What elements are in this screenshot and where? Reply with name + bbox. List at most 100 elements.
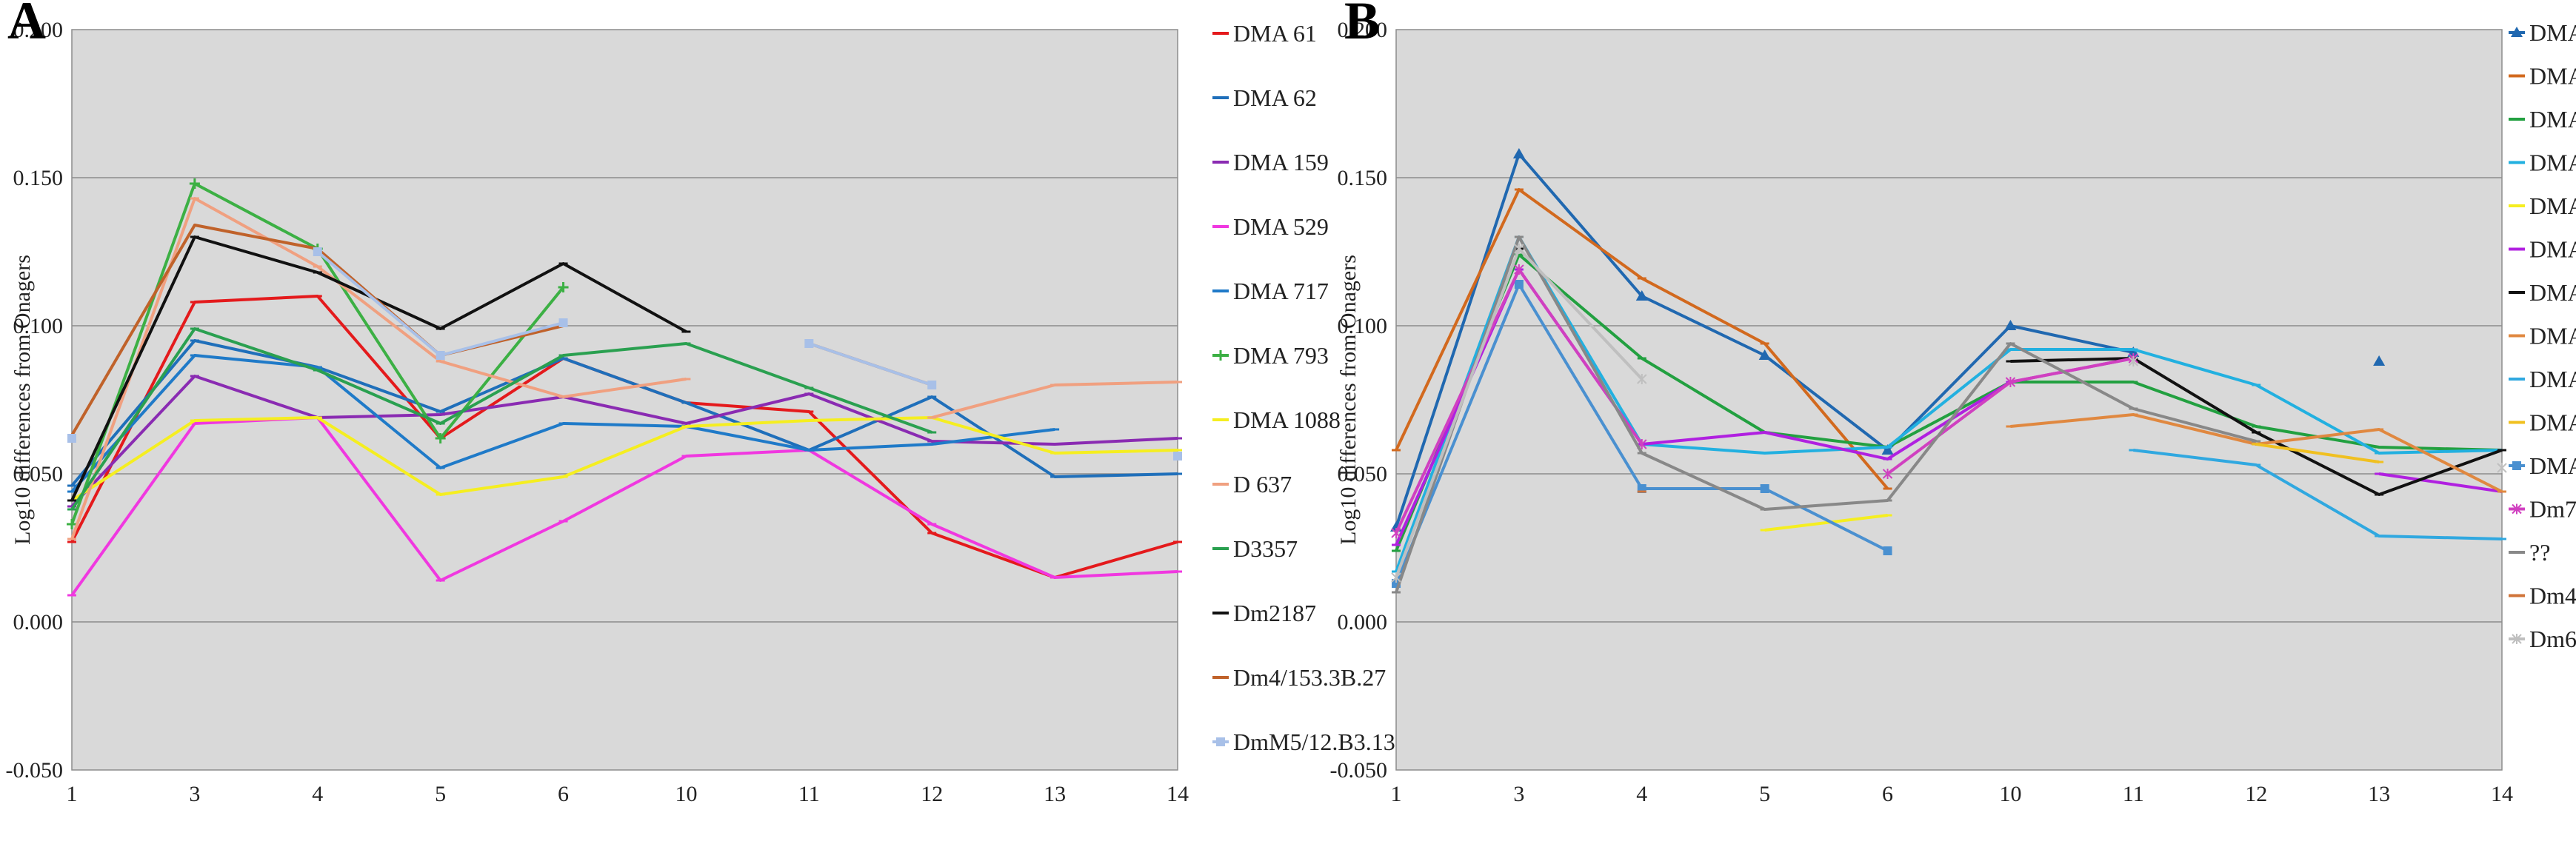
data-point [435, 433, 446, 443]
panel-a-plot-area [71, 29, 1178, 771]
panel-b-legend-entry-dma-1234: DMA 1234 [2509, 409, 2576, 436]
panel-b-legend-entry-dma-733: DMA 733 [2509, 279, 2576, 306]
data-point [67, 519, 77, 529]
panel-b-y-tick-label: 0.150 [1338, 166, 1388, 190]
data-point [189, 178, 200, 189]
series-line [1395, 235, 2503, 572]
panel-b-x-tick-label: 5 [1759, 782, 1770, 806]
panel-b-legend-entry-dma-335: DMA 335 [2509, 192, 2576, 219]
series-line [70, 375, 1178, 508]
panel-b-legend-entry-dm733: Dm733 [2509, 496, 2576, 523]
legend-label: Dm4/153.3B.27 [2529, 583, 2576, 609]
series-line [808, 342, 932, 386]
panel-b-legend-entry-dma-1118: DMA 1118 [2509, 366, 2576, 392]
legend-label: DMA 159 [1233, 149, 1329, 175]
panel-b-y-tick-label: 0.050 [1338, 462, 1388, 486]
legend-marker [2512, 503, 2522, 515]
panel-b-x-tick-label: 12 [2245, 782, 2267, 806]
panel-b-series-dm63-60-iv-46-3335 [1391, 244, 2507, 583]
panel-a-x-tick-label: 13 [1044, 782, 1066, 806]
panel-b-legend-entry-dma-220: DMA 220 [2509, 150, 2576, 176]
series-line [2378, 472, 2503, 493]
panel-a-legend-entry-dm2187: Dm2187 [1212, 600, 1316, 626]
legend-marker [2511, 27, 2523, 37]
panel-a-legend-entry-dma-717: DMA 717 [1212, 278, 1329, 304]
data-point [1512, 148, 1525, 158]
legend-label: DmM5/12.B3.13 [1233, 729, 1395, 755]
series-line [2133, 449, 2503, 540]
panel-a-x-tick-label: 4 [312, 782, 323, 806]
data-point [1760, 484, 1769, 493]
data-point [1173, 452, 1182, 461]
data-point [2005, 377, 2016, 387]
panel-a-x-tick-label: 14 [1167, 782, 1189, 806]
legend-label: DMA 61 [1233, 20, 1317, 47]
panel-b-legend-entry-dma-68: DMA 68 [2509, 63, 2576, 90]
legend-label: ?? [2529, 539, 2550, 566]
panel-a-y-tick-label: 0.150 [13, 166, 64, 190]
panel-a-legend-entry-dma-1088: DMA 1088 [1212, 406, 1341, 433]
legend-label: DMA 62 [1233, 84, 1317, 111]
panel-a-x-tick-label: 1 [67, 782, 78, 806]
legend-label: Dm2187 [1233, 600, 1316, 626]
panel-b-x-tick-label: 13 [2368, 782, 2390, 806]
data-point [558, 318, 568, 327]
panel-a-x-tick-label: 5 [435, 782, 446, 806]
panel-a-x-tick-label: 10 [675, 782, 697, 806]
data-point [1637, 374, 1647, 384]
data-point [1758, 349, 1771, 360]
panel-b-series-dma-335 [1760, 514, 1892, 532]
panel-a-legend-entry-dm4-153-3b-27: Dm4/153.3B.27 [1212, 664, 1386, 691]
panel-a-x-tick-label: 3 [189, 782, 200, 806]
panel-b-legend-entry-dma-709: DMA 709 [2509, 236, 2576, 263]
data-point [1882, 469, 1893, 479]
panel-b-x-tick-label: 3 [1513, 782, 1524, 806]
panel-a-legend-entry-dmm5-12-b3-13: DmM5/12.B3.13 [1212, 729, 1395, 755]
panel-b-y-tick-label: 0.200 [1338, 18, 1388, 42]
panel-b-legend-entry-dm63-60-iv-46-3335: Dm63/60 IV 46 3335 [2509, 626, 2576, 652]
data-point [1514, 244, 1524, 254]
data-point [1391, 528, 1401, 538]
data-point [313, 247, 322, 256]
legend-label: DMA 17 [2529, 19, 2576, 46]
panel-a-series-d3357 [67, 327, 937, 511]
series-line [70, 416, 1178, 502]
panel-a-y-tick-label: 0.100 [13, 314, 64, 338]
panel-b-y-axis-label: Log10 differences from Onagers [1336, 255, 1361, 545]
data-point [67, 434, 76, 443]
panel-b-x-tick-label: 6 [1882, 782, 1893, 806]
panel-a-x-tick-label: 6 [558, 782, 569, 806]
panel-b-series-dm733 [1391, 264, 2139, 538]
panel-b-legend-entry-dma-1038: DMA 1038 [2509, 323, 2576, 349]
panel-b-legend-entry-dm4-153-3b-27: Dm4/153.3B.27 [2509, 583, 2576, 609]
panel-a-y-tick-label: 0.200 [13, 18, 64, 42]
panel-a-y-tick-label: -0.050 [6, 758, 64, 783]
legend-label: DMA 733 [2529, 279, 2576, 306]
legend-label: D 637 [1233, 471, 1292, 498]
legend-label: Dm733 [2529, 496, 2576, 523]
legend-label: DMA 220 [2529, 150, 2576, 176]
panel-b-legend-entry-dma-71: DMA 71 [2509, 106, 2576, 133]
panel-b-panel-label: B [1344, 0, 1380, 50]
panel-b-x-tick-label: 14 [2491, 782, 2513, 806]
legend-label: DMA 1234 [2529, 409, 2576, 436]
panel-b-y-tick-label: 0.100 [1338, 314, 1388, 338]
panel-a-y-tick-label: 0.000 [13, 610, 64, 634]
data-point [2004, 320, 2017, 330]
series-line [70, 197, 687, 540]
legend-label: DMA 717 [1233, 278, 1329, 304]
data-point [1391, 572, 1401, 583]
data-point [2497, 463, 2507, 473]
panel-a-legend-entry-dma-159: DMA 159 [1212, 149, 1329, 175]
panel-a-series-dmm5-12-b3-13 [67, 247, 1182, 461]
legend-marker [1215, 350, 1226, 361]
panel-b-x-tick-label: 10 [1999, 782, 2021, 806]
legend-marker [2512, 461, 2521, 470]
data-point [927, 381, 937, 389]
panel-b-x-tick-label: 4 [1636, 782, 1647, 806]
data-point [1883, 546, 1892, 555]
series-line [1395, 235, 2257, 593]
legend-label: DMA 1118 [2529, 366, 2576, 392]
panel-a-series-dma-717 [67, 354, 1060, 493]
